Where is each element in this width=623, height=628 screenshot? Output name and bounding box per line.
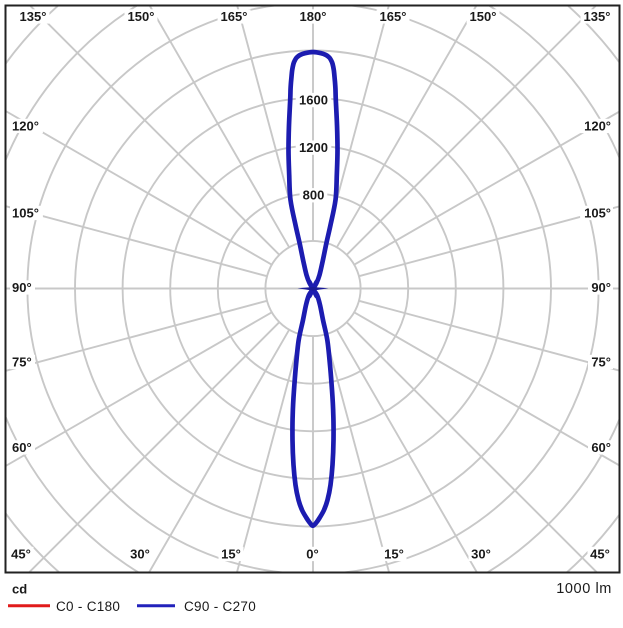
svg-text:0°: 0°: [306, 546, 318, 561]
svg-text:105°: 105°: [584, 205, 611, 220]
svg-text:60°: 60°: [12, 440, 32, 455]
svg-text:800: 800: [303, 188, 325, 203]
svg-text:75°: 75°: [591, 354, 611, 369]
svg-text:150°: 150°: [470, 9, 497, 24]
svg-text:1200: 1200: [299, 140, 328, 155]
svg-text:15°: 15°: [384, 546, 404, 561]
svg-text:C0 - C180: C0 - C180: [56, 599, 120, 614]
svg-text:150°: 150°: [128, 9, 155, 24]
svg-text:105°: 105°: [12, 205, 39, 220]
svg-text:30°: 30°: [130, 546, 150, 561]
svg-text:15°: 15°: [221, 546, 241, 561]
svg-text:180°: 180°: [300, 9, 327, 24]
svg-text:165°: 165°: [380, 9, 407, 24]
svg-text:120°: 120°: [12, 118, 39, 133]
svg-text:45°: 45°: [11, 546, 31, 561]
svg-text:90°: 90°: [12, 280, 32, 295]
svg-text:1000 lm: 1000 lm: [556, 581, 612, 597]
svg-text:120°: 120°: [584, 118, 611, 133]
svg-text:C90 - C270: C90 - C270: [184, 599, 256, 614]
svg-text:45°: 45°: [590, 546, 610, 561]
svg-text:cd: cd: [12, 581, 27, 596]
svg-text:135°: 135°: [584, 9, 611, 24]
svg-text:90°: 90°: [591, 280, 611, 295]
svg-text:1600: 1600: [299, 93, 328, 108]
svg-text:165°: 165°: [221, 9, 248, 24]
svg-text:60°: 60°: [591, 440, 611, 455]
svg-text:135°: 135°: [20, 9, 47, 24]
svg-text:30°: 30°: [471, 546, 491, 561]
svg-text:75°: 75°: [12, 354, 32, 369]
